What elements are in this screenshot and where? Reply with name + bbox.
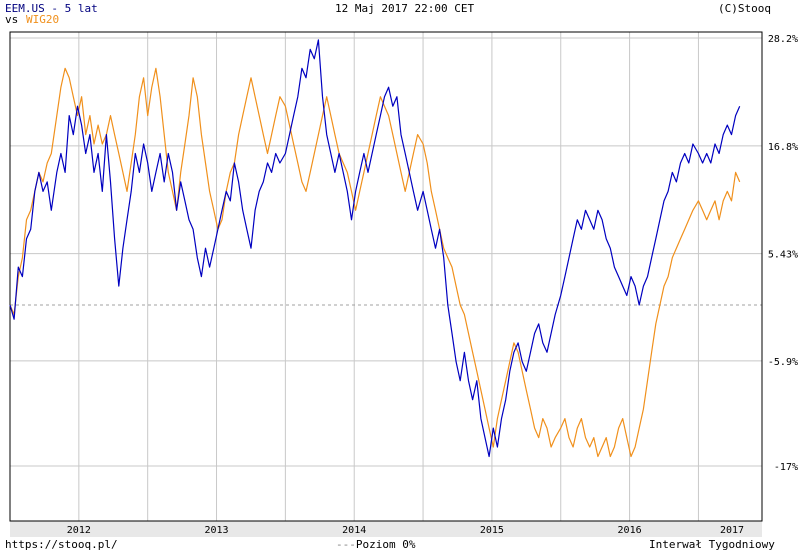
interval-label: Interwał Tygodniowy xyxy=(649,538,775,551)
series-layer xyxy=(9,39,741,458)
x-tick-label: 2017 xyxy=(720,525,744,536)
x-tick-label: 2015 xyxy=(480,525,504,536)
y-tick-label: -17% xyxy=(774,462,798,473)
x-tick-label: 2014 xyxy=(342,525,366,536)
x-axis-band xyxy=(10,521,762,537)
level-legend-text: Poziom 0% xyxy=(355,538,416,551)
plot-frame xyxy=(9,31,763,522)
gridlines xyxy=(10,32,762,521)
level-legend-dash: --- xyxy=(336,538,356,551)
y-tick-label: 5.43% xyxy=(768,250,798,261)
x-tick-label: 2016 xyxy=(618,525,642,536)
x-axis-ticks: 2012 2013 2014 2015 2016 2017 xyxy=(67,525,744,536)
y-tick-label: -5.9% xyxy=(768,357,798,368)
series-compare-label[interactable]: WIG20 xyxy=(26,13,60,26)
copyright-label: (C)Stooq xyxy=(718,2,771,15)
x-tick-label: 2013 xyxy=(204,525,228,536)
y-tick-label: 28.2% xyxy=(768,34,798,45)
footer-url[interactable]: https://stooq.pl/ xyxy=(5,538,118,551)
series-line-wig20 xyxy=(9,67,741,458)
vs-prefix: vs xyxy=(5,13,19,26)
series-line-eem xyxy=(9,39,741,458)
x-tick-label: 2012 xyxy=(67,525,91,536)
y-axis-ticks: 28.2% 16.8% 5.43% -5.9% -17% xyxy=(768,34,798,473)
level-legend: ---Poziom 0% xyxy=(336,538,415,551)
date-label: 12 Maj 2017 22:00 CET xyxy=(335,2,475,15)
y-tick-label: 16.8% xyxy=(768,142,798,153)
series-main-label[interactable]: EEM.US - 5 lat xyxy=(5,2,98,15)
